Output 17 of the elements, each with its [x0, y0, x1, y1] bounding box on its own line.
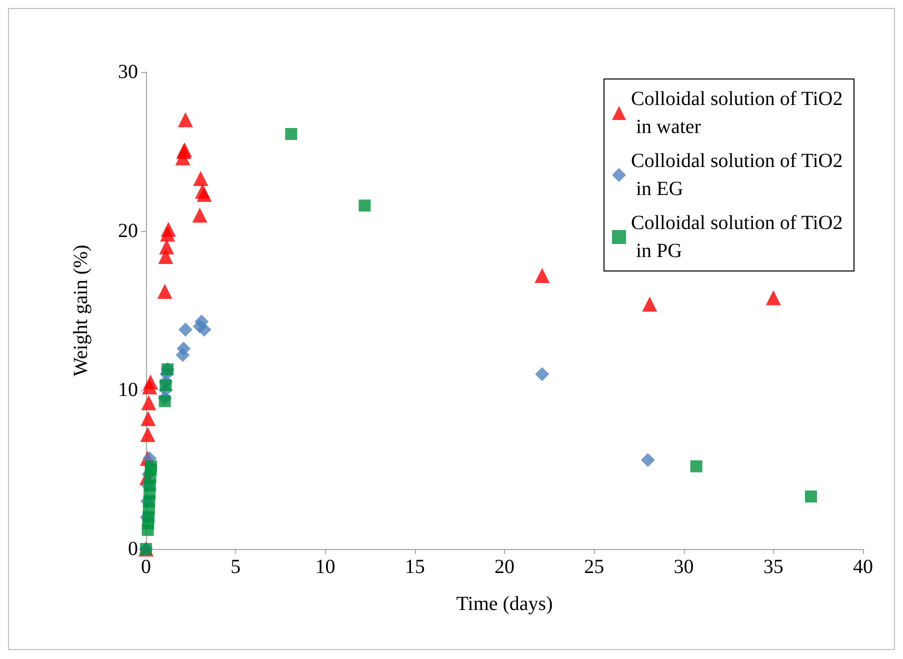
y-tick-label: 30 — [118, 61, 138, 83]
x-tick-label: 15 — [404, 556, 425, 578]
y-axis-title: Weight gain (%) — [70, 244, 92, 376]
x-tick-label: 5 — [230, 556, 241, 578]
x-tick-label: 35 — [763, 556, 784, 578]
x-tick-label: 25 — [584, 556, 604, 578]
y-tick-label: 0 — [128, 538, 138, 560]
x-tick-label: 40 — [853, 556, 873, 578]
x-axis-title: Time (days) — [456, 593, 553, 615]
y-tick-label: 20 — [118, 220, 138, 242]
legend-label: Colloidal solution of TiO2 in PG — [631, 212, 843, 262]
x-tick-label: 10 — [315, 556, 336, 578]
x-tick-label: 20 — [494, 556, 514, 578]
legend-label: Colloidal solution of TiO2 in EG — [631, 150, 843, 200]
y-tick-label: 10 — [118, 379, 138, 401]
legend-label: Colloidal solution of TiO2 in water — [631, 88, 843, 138]
x-tick-label: 30 — [674, 556, 694, 578]
